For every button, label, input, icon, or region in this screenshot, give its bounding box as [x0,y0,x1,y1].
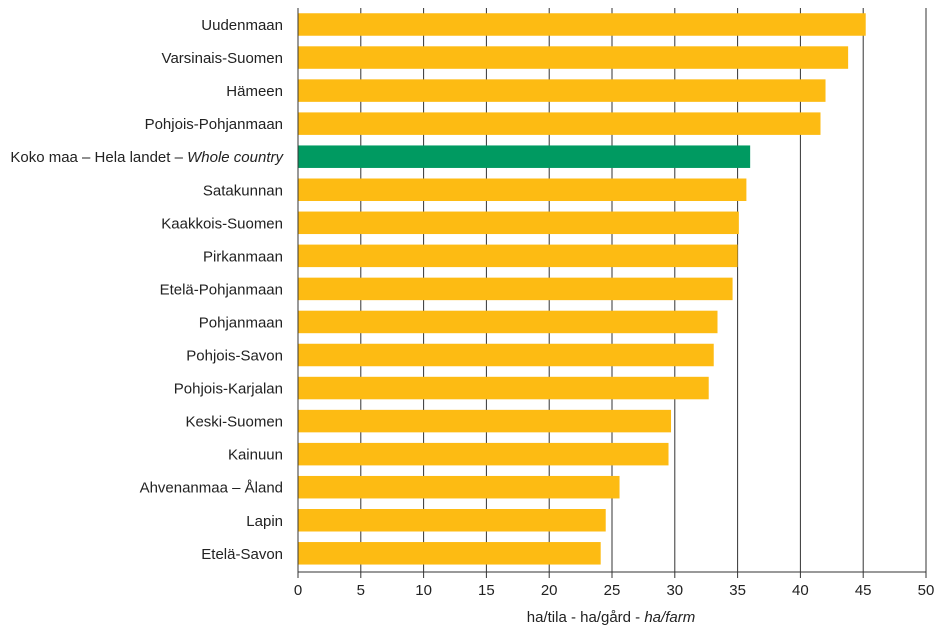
x-tick-label: 10 [415,582,432,599]
x-axis-label: ha/tila - ha/gård - ha/farm [527,609,695,626]
category-label: Keski-Suomen [185,414,283,431]
bar [298,542,601,565]
bar [298,442,669,466]
bar [298,475,620,499]
category-label: Ahvenanmaa – Åland [140,480,283,497]
x-axis: 0 5 10 15 20 25 30 35 40 45 50 [294,8,935,599]
bar [298,178,747,201]
bar [298,343,714,367]
category-label: Koko maa – Hela landet – Whole country [10,149,284,166]
x-tick-label: 0 [294,582,302,599]
category-label: Pohjanmaan [199,314,283,331]
x-tick-label: 30 [666,582,683,599]
x-tick-label: 25 [604,582,621,599]
bar [298,244,738,268]
category-label: Varsinais-Suomen [162,50,283,67]
category-label: Uudenmaan [201,17,283,34]
x-tick-label: 15 [478,582,495,599]
category-label: Pirkanmaan [203,248,283,265]
bar-highlight [298,145,751,168]
bar [298,409,672,433]
x-tick-label: 20 [541,582,558,599]
x-tick-label: 50 [918,582,935,599]
category-label: Pohjois-Pohjanmaan [145,116,283,133]
category-label: Pohjois-Savon [186,348,283,365]
category-label: Kaakkois-Suomen [161,215,283,232]
category-label: Satakunnan [203,182,283,199]
bar [298,277,733,301]
bar [298,509,606,532]
category-label: Hämeen [226,83,283,100]
category-label: Etelä-Savon [201,546,283,563]
category-label: Etelä-Pohjanmaan [160,281,283,298]
x-tick-label: 45 [855,582,872,599]
x-tick-label: 35 [729,582,746,599]
bar [298,310,718,334]
bar [298,13,866,36]
bars [298,13,866,565]
bar [298,112,821,135]
category-label: Lapin [246,513,283,530]
x-tick-label: 40 [792,582,809,599]
bar [298,46,849,69]
x-tick-label: 5 [357,582,365,599]
bar [298,211,739,235]
category-label: Kainuun [228,447,283,464]
bar [298,376,709,400]
category-labels: Uudenmaan Varsinais-Suomen Hämeen Pohjois-P… [10,17,284,563]
category-label: Pohjois-Karjalan [174,381,283,398]
bar [298,79,826,102]
